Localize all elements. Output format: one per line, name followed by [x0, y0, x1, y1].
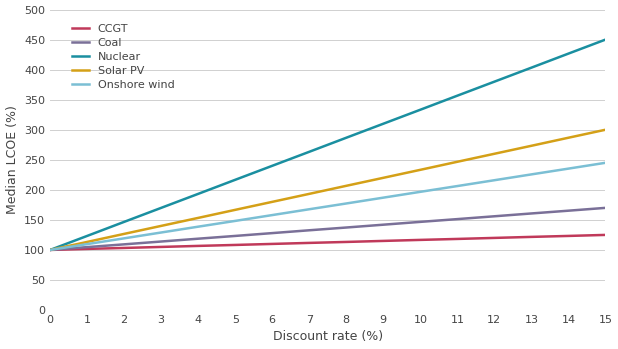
Nuclear [121, 220, 128, 224]
Coal [454, 217, 461, 221]
CCGT [528, 235, 535, 239]
CCGT [342, 240, 350, 244]
Solar PV [195, 216, 202, 220]
Solar PV [232, 208, 239, 212]
Nuclear [342, 136, 350, 140]
Onshore wind [491, 178, 498, 182]
CCGT [565, 234, 572, 238]
Coal [417, 220, 424, 224]
Onshore wind [158, 230, 165, 235]
CCGT [305, 241, 313, 245]
Solar PV [379, 176, 387, 180]
Solar PV [454, 160, 461, 164]
CCGT [379, 239, 387, 243]
Nuclear [565, 52, 572, 56]
Onshore wind [342, 201, 350, 206]
Onshore wind [305, 207, 313, 211]
Nuclear [269, 164, 276, 168]
Nuclear [379, 122, 387, 126]
Solar PV [491, 152, 498, 156]
Coal [565, 209, 572, 213]
Line: Onshore wind: Onshore wind [50, 163, 606, 250]
Coal [528, 211, 535, 216]
Solar PV [305, 192, 313, 196]
Line: Solar PV: Solar PV [50, 130, 606, 250]
Coal [158, 239, 165, 244]
Coal [195, 237, 202, 241]
Line: Nuclear: Nuclear [50, 39, 606, 250]
Solar PV [158, 224, 165, 228]
Solar PV [121, 232, 128, 236]
Onshore wind [602, 161, 609, 165]
CCGT [83, 247, 91, 251]
Nuclear [158, 206, 165, 210]
Nuclear [46, 248, 54, 252]
Onshore wind [83, 242, 91, 246]
Nuclear [528, 66, 535, 70]
Solar PV [83, 240, 91, 244]
Nuclear [195, 192, 202, 196]
Nuclear [83, 234, 91, 238]
Nuclear [417, 107, 424, 112]
Coal [46, 248, 54, 252]
Coal [342, 225, 350, 230]
Line: CCGT: CCGT [50, 235, 606, 250]
Solar PV [269, 200, 276, 204]
Coal [602, 206, 609, 210]
CCGT [195, 244, 202, 248]
Coal [83, 245, 91, 249]
Nuclear [232, 178, 239, 182]
Solar PV [417, 168, 424, 172]
CCGT [454, 237, 461, 241]
CCGT [417, 238, 424, 242]
X-axis label: Discount rate (%): Discount rate (%) [273, 331, 383, 343]
Coal [232, 234, 239, 238]
Onshore wind [232, 219, 239, 223]
Nuclear [602, 37, 609, 42]
Onshore wind [528, 172, 535, 177]
Onshore wind [46, 248, 54, 252]
Nuclear [305, 150, 313, 154]
Onshore wind [417, 190, 424, 194]
Onshore wind [454, 184, 461, 188]
CCGT [269, 242, 276, 246]
Onshore wind [565, 166, 572, 171]
Nuclear [491, 80, 498, 84]
Coal [121, 242, 128, 246]
Solar PV [46, 248, 54, 252]
Nuclear [454, 94, 461, 98]
Line: Coal: Coal [50, 208, 606, 250]
Solar PV [342, 184, 350, 188]
CCGT [602, 233, 609, 237]
CCGT [232, 243, 239, 247]
CCGT [121, 246, 128, 250]
Y-axis label: Median LCOE (%): Median LCOE (%) [6, 105, 19, 214]
Solar PV [602, 128, 609, 132]
Legend: CCGT, Coal, Nuclear, Solar PV, Onshore wind: CCGT, Coal, Nuclear, Solar PV, Onshore w… [72, 24, 175, 90]
Coal [269, 231, 276, 235]
Onshore wind [121, 236, 128, 240]
CCGT [491, 236, 498, 240]
Solar PV [565, 136, 572, 140]
Coal [305, 228, 313, 232]
Coal [379, 223, 387, 227]
Onshore wind [269, 213, 276, 217]
Onshore wind [195, 225, 202, 229]
Onshore wind [379, 195, 387, 200]
CCGT [158, 245, 165, 249]
CCGT [46, 248, 54, 252]
Coal [491, 214, 498, 218]
Solar PV [528, 144, 535, 148]
